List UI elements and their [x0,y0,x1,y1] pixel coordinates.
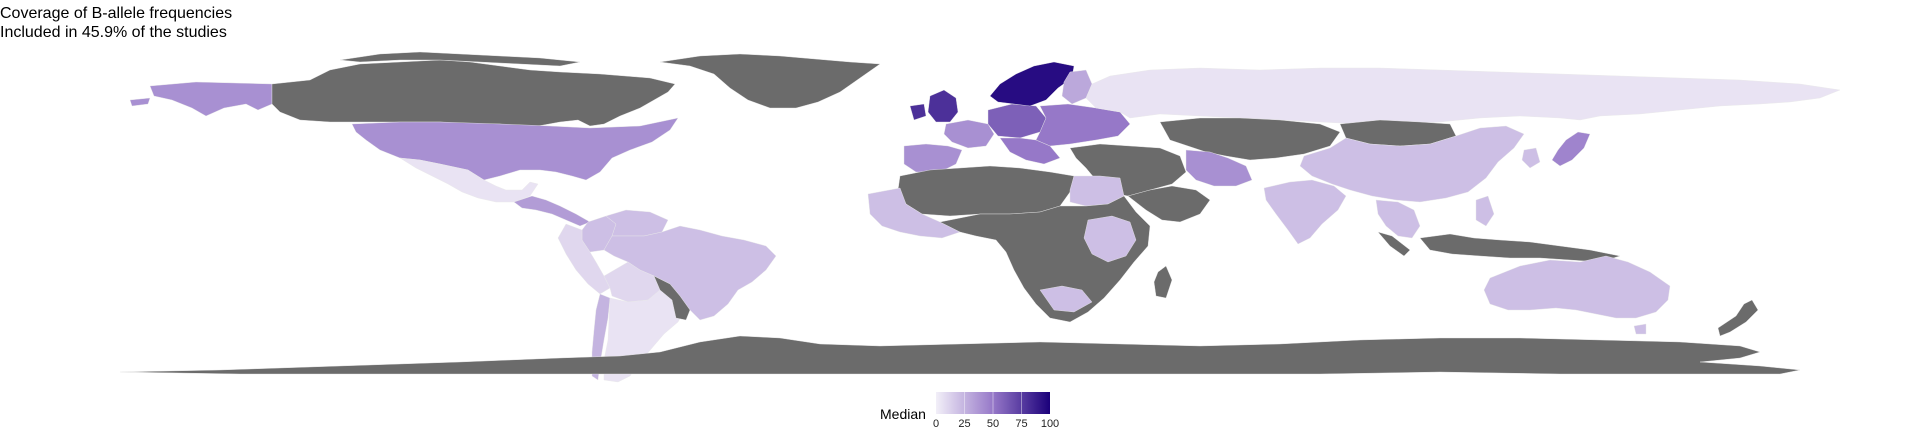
region-china[interactable] [1299,125,1525,203]
region-mexico[interactable] [399,157,539,203]
legend-tick-100: 100 [1040,418,1060,430]
region-france[interactable] [943,119,995,149]
region-tasmania[interactable] [1633,323,1647,335]
region-southeast-asia[interactable] [1375,199,1421,239]
region-sumatra[interactable] [1377,231,1411,257]
region-west-africa[interactable] [867,187,961,239]
region-united-states[interactable] [351,117,679,181]
region-east-africa[interactable] [1083,215,1137,263]
legend-tick-0: 0 [932,418,940,430]
region-korea[interactable] [1521,147,1541,169]
region-new-zealand[interactable] [1717,299,1759,337]
region-antarctica[interactable] [119,335,1801,375]
region-iran[interactable] [1185,149,1253,187]
region-ireland[interactable] [909,103,927,121]
region-indonesia[interactable] [1419,233,1621,263]
region-united-kingdom[interactable] [927,89,959,123]
region-north-africa[interactable] [897,165,1075,217]
region-finland[interactable] [1061,69,1093,105]
region-philippines[interactable] [1475,195,1495,227]
legend-tick-75: 75 [1015,418,1028,430]
region-sub-saharan-africa[interactable] [939,195,1151,323]
legend: Median 0 25 50 75 100 [880,392,1080,432]
region-scandinavia[interactable] [989,61,1075,107]
region-uruguay[interactable] [653,275,691,321]
legend-title: Median [880,406,926,422]
map-title: Coverage of B-allele frequencies [0,5,233,22]
legend-tick-50: 50 [986,418,1000,430]
region-iberia[interactable] [903,143,963,173]
region-balkans[interactable] [999,137,1061,165]
region-central-asia[interactable] [1159,117,1341,161]
region-alaska-islands[interactable] [129,97,151,107]
region-southern-africa[interactable] [1039,285,1093,313]
region-canada[interactable] [271,59,676,127]
region-madagascar[interactable] [1153,265,1173,299]
legend-colorbar [936,392,1050,414]
region-venezuela[interactable] [605,209,669,237]
region-central-america[interactable] [513,195,591,227]
region-canada-arctic[interactable] [339,51,581,67]
region-germany[interactable] [987,103,1047,139]
legend-tick-25: 25 [958,418,971,430]
map-subtitle: Included in 45.9% of the studies [0,24,227,41]
region-russia[interactable] [1085,67,1841,125]
region-arabia[interactable] [1127,185,1211,223]
world-map [119,51,1841,383]
title-block: Coverage of B-allele frequencies Include… [0,4,232,42]
region-greenland[interactable] [659,53,881,109]
region-japan[interactable] [1551,131,1591,167]
region-alaska[interactable] [149,81,273,117]
region-india[interactable] [1263,179,1347,245]
region-australia[interactable] [1483,255,1671,319]
